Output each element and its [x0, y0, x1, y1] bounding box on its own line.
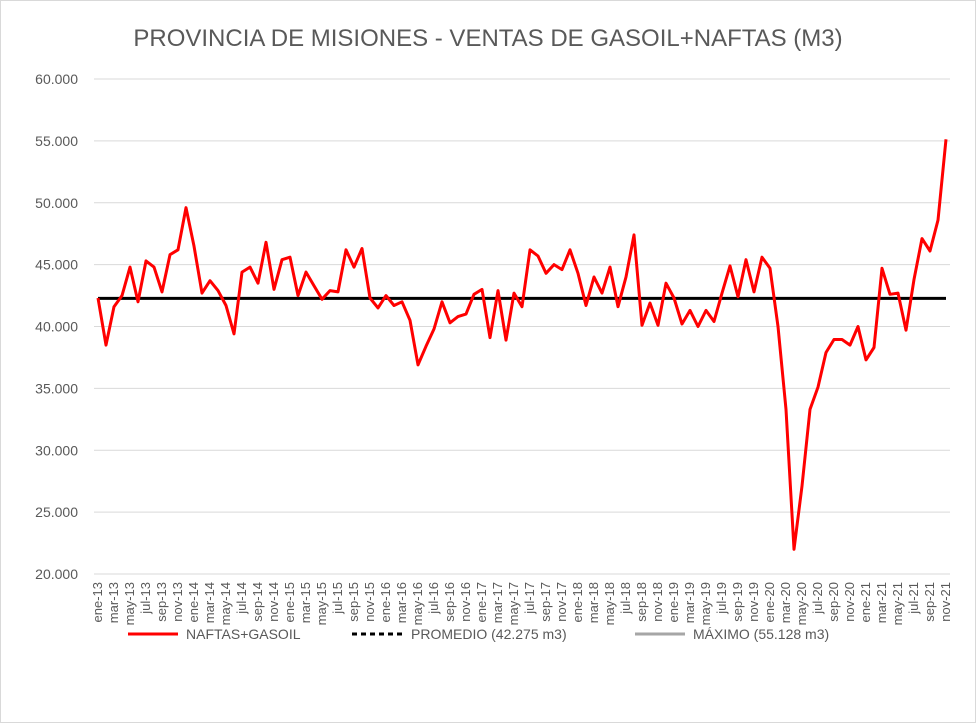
x-tick-label: sep-13	[154, 582, 169, 622]
y-tick-label: 40.000	[35, 319, 78, 335]
x-tick-label: may-17	[506, 582, 521, 625]
x-tick-label: mar-17	[490, 582, 505, 623]
legend-label: PROMEDIO (42.275 m3)	[411, 626, 567, 642]
legend-label: MÁXIMO (55.128 m3)	[693, 626, 829, 642]
x-tick-label: nov-14	[266, 582, 281, 622]
chart-title: PROVINCIA DE MISIONES - VENTAS DE GASOIL…	[133, 25, 842, 52]
x-tick-label: mar-14	[202, 582, 217, 623]
x-tick-label: jul-17	[522, 582, 537, 615]
series-group	[96, 139, 948, 551]
x-tick-label: mar-21	[874, 582, 889, 623]
x-tick-label: ene-16	[378, 582, 393, 622]
x-tick-label: nov-19	[746, 582, 761, 622]
x-tick-label: nov-20	[842, 582, 857, 622]
y-tick-label: 60.000	[35, 71, 78, 87]
legend: NAFTAS+GASOIL PROMEDIO (42.275 m3) MÁXIM…	[128, 626, 829, 642]
x-tick-label: jul-21	[906, 582, 921, 615]
y-tick-label: 45.000	[35, 257, 78, 273]
y-axis-ticks: 20.000 25.000 30.000 35.000 40.000 45.000 50.0…	[35, 71, 78, 582]
x-tick-label: sep-18	[634, 582, 649, 622]
x-tick-label: jul-16	[426, 582, 441, 615]
x-tick-label: sep-19	[730, 582, 745, 622]
y-tick-label: 30.000	[35, 442, 78, 458]
x-tick-label: jul-20	[810, 582, 825, 615]
x-tick-label: sep-17	[538, 582, 553, 622]
x-tick-label: ene-20	[762, 582, 777, 622]
x-tick-label: may-18	[602, 582, 617, 625]
x-tick-label: nov-13	[170, 582, 185, 622]
x-tick-label: nov-18	[650, 582, 665, 622]
y-tick-label: 25.000	[35, 504, 78, 520]
x-tick-label: ene-18	[570, 582, 585, 622]
x-tick-label: sep-15	[346, 582, 361, 622]
legend-item-promedio: PROMEDIO (42.275 m3)	[352, 626, 567, 642]
x-tick-label: mar-19	[682, 582, 697, 623]
x-tick-label: jul-18	[618, 582, 633, 615]
x-tick-label: mar-20	[778, 582, 793, 623]
x-tick-label: jul-15	[330, 582, 345, 615]
x-tick-label: ene-21	[858, 582, 873, 622]
x-tick-label: may-21	[890, 582, 905, 625]
y-tick-label: 50.000	[35, 195, 78, 211]
x-tick-label: mar-13	[106, 582, 121, 623]
x-tick-label: nov-17	[554, 582, 569, 622]
y-tick-label: 35.000	[35, 380, 78, 396]
x-tick-label: may-14	[218, 582, 233, 625]
legend-label: NAFTAS+GASOIL	[186, 626, 301, 642]
x-tick-label: nov-16	[458, 582, 473, 622]
x-tick-label: mar-18	[586, 582, 601, 623]
x-tick-label: sep-21	[922, 582, 937, 622]
x-tick-label: may-15	[314, 582, 329, 625]
x-tick-label: may-20	[794, 582, 809, 625]
series-line-naftas-gasoil	[96, 139, 948, 551]
x-tick-label: nov-15	[362, 582, 377, 622]
y-tick-label: 20.000	[35, 566, 78, 582]
legend-item-naftas-gasoil: NAFTAS+GASOIL	[128, 626, 301, 642]
x-tick-label: sep-14	[250, 582, 265, 622]
legend-item-maximo: MÁXIMO (55.128 m3)	[635, 626, 829, 642]
x-axis-ticks: ene-13 mar-13 may-13 jul-13 sep-13 nov-13 ene-…	[90, 582, 953, 625]
x-tick-label: nov-21	[938, 582, 953, 622]
x-tick-label: sep-20	[826, 582, 841, 622]
x-tick-label: ene-19	[666, 582, 681, 622]
x-tick-label: may-16	[410, 582, 425, 625]
x-tick-label: ene-14	[186, 582, 201, 622]
x-tick-label: jul-13	[138, 582, 153, 615]
x-tick-label: ene-17	[474, 582, 489, 622]
x-tick-label: sep-16	[442, 582, 457, 622]
gridlines	[94, 78, 950, 513]
x-tick-label: ene-13	[90, 582, 105, 622]
y-tick-label: 55.000	[35, 133, 78, 149]
x-tick-label: jul-19	[714, 582, 729, 615]
x-tick-label: may-19	[698, 582, 713, 625]
x-tick-label: mar-15	[298, 582, 313, 623]
x-tick-label: may-13	[122, 582, 137, 625]
x-tick-label: jul-14	[234, 582, 249, 615]
x-tick-label: ene-15	[282, 582, 297, 622]
x-tick-label: mar-16	[394, 582, 409, 623]
